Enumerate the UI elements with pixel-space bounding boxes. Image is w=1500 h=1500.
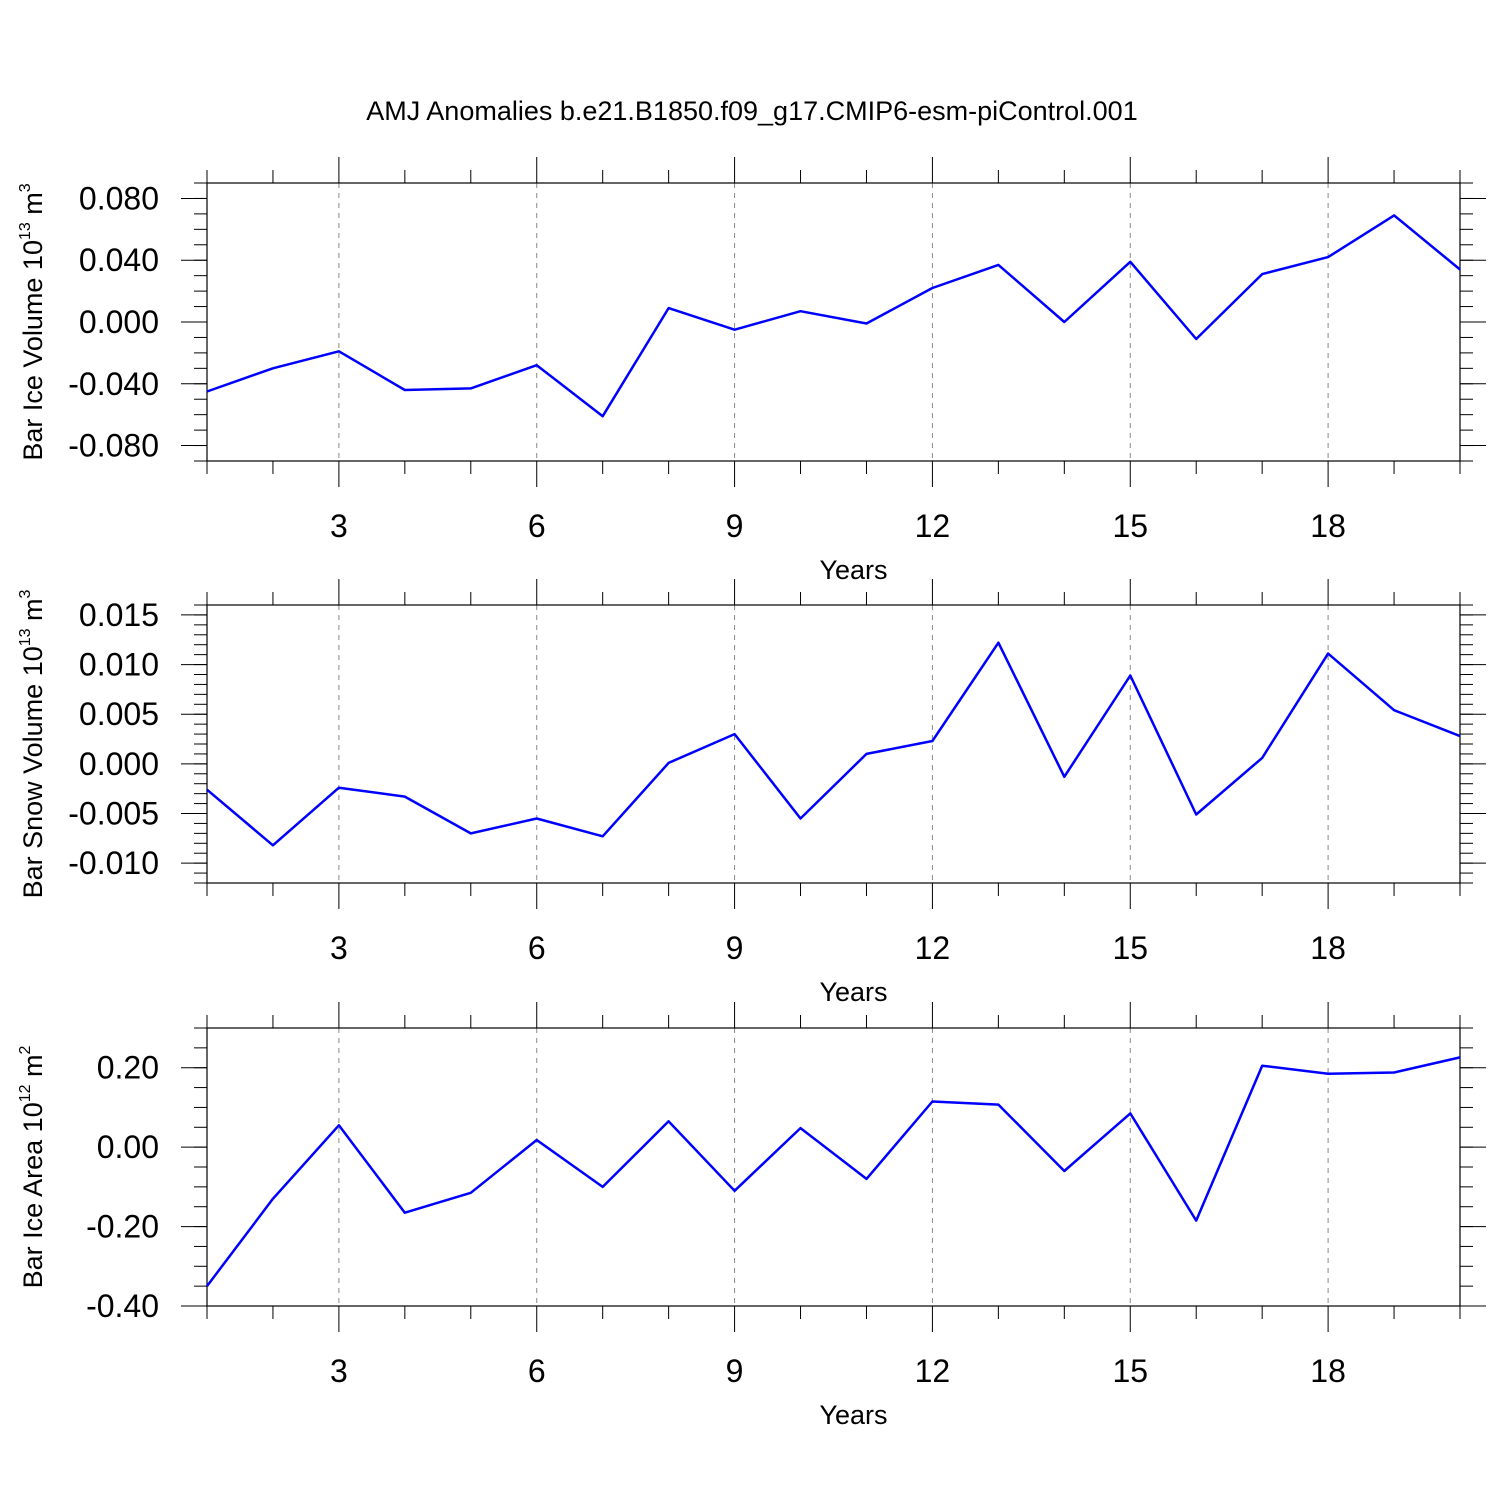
x-tick-label: 15 bbox=[1112, 508, 1148, 544]
panel-3: -0.40 -0.20 0.00 0.20 3 6 9 12 15 18 Years Bar Ice … bbox=[17, 1002, 1486, 1430]
y-tick-label: 0.040 bbox=[79, 242, 159, 278]
y-tick-label: -0.040 bbox=[68, 366, 159, 402]
y-tick-label: 0.080 bbox=[79, 180, 159, 216]
y-tick-label: 0.000 bbox=[79, 746, 159, 782]
y-axis-label: Bar Ice Area 1012 m2 bbox=[17, 1045, 48, 1288]
y-tick-label: 0.015 bbox=[79, 597, 159, 633]
x-tick-label: 3 bbox=[330, 1353, 348, 1389]
y-tick-label: -0.080 bbox=[68, 428, 159, 464]
panel-2: -0.010 -0.005 0.000 0.005 0.010 0.015 3 6 9 12 15 1… bbox=[17, 579, 1486, 1007]
series-line bbox=[206, 214, 1461, 418]
y-axis-label-text: m bbox=[18, 598, 48, 628]
y-axis-label-text: Bar Snow Volume 10 bbox=[18, 646, 48, 898]
y-axis-label-text: Bar Ice Volume 10 bbox=[18, 240, 48, 461]
x-tick-label: 3 bbox=[330, 930, 348, 966]
y-axis-label: Bar Ice Volume 1013 m3 bbox=[17, 183, 48, 460]
y-axis-label-text: m bbox=[18, 192, 48, 222]
y-tick-label: -0.40 bbox=[86, 1288, 159, 1324]
x-tick-label: 12 bbox=[915, 930, 951, 966]
y-tick-label: 0.00 bbox=[97, 1129, 159, 1165]
x-axis-label: Years bbox=[819, 555, 887, 585]
plot-frame bbox=[206, 1027, 1461, 1307]
x-tick-label: 9 bbox=[726, 508, 744, 544]
x-axis-label: Years bbox=[819, 977, 887, 1007]
x-tick-label: 3 bbox=[330, 508, 348, 544]
x-tick-label: 9 bbox=[726, 1353, 744, 1389]
y-tick-label: 0.005 bbox=[79, 696, 159, 732]
y-axis-label-text: m bbox=[18, 1054, 48, 1084]
series-line bbox=[206, 641, 1461, 847]
y-tick-label: 0.000 bbox=[79, 304, 159, 340]
panel-1: -0.080 -0.040 0.000 0.040 0.080 3 6 9 12 15 18 Year… bbox=[17, 157, 1486, 585]
x-tick-label: 6 bbox=[528, 1353, 546, 1389]
x-tick-label: 6 bbox=[528, 508, 546, 544]
x-tick-label: 9 bbox=[726, 930, 744, 966]
y-tick-label: 0.010 bbox=[79, 647, 159, 683]
x-axis-label: Years bbox=[819, 1400, 887, 1430]
y-tick-label: -0.010 bbox=[68, 845, 159, 881]
chart-panels: -0.080 -0.040 0.000 0.040 0.080 3 6 9 12 15 18 Year… bbox=[17, 157, 1486, 1430]
y-tick-label: 0.20 bbox=[97, 1050, 159, 1086]
x-tick-label: 18 bbox=[1310, 1353, 1346, 1389]
x-tick-label: 18 bbox=[1310, 508, 1346, 544]
plot-frame bbox=[206, 182, 1461, 462]
y-axis-label-superscript: 13 bbox=[17, 222, 34, 240]
y-axis-label-superscript: 13 bbox=[17, 628, 34, 646]
y-axis-label-superscript: 12 bbox=[17, 1084, 34, 1102]
x-tick-label: 15 bbox=[1112, 930, 1148, 966]
y-axis-label-superscript: 2 bbox=[17, 1045, 34, 1054]
x-tick-label: 6 bbox=[528, 930, 546, 966]
y-axis-label-text: Bar Ice Area 10 bbox=[18, 1102, 48, 1288]
x-tick-label: 12 bbox=[915, 1353, 951, 1389]
series-line bbox=[206, 1056, 1461, 1287]
y-axis-label-superscript: 3 bbox=[17, 183, 34, 192]
x-tick-label: 18 bbox=[1310, 930, 1346, 966]
y-tick-label: -0.20 bbox=[86, 1209, 159, 1245]
chart-title: AMJ Anomalies b.e21.B1850.f09_g17.CMIP6-… bbox=[366, 96, 1137, 126]
y-axis-label: Bar Snow Volume 1013 m3 bbox=[17, 589, 48, 898]
y-tick-label: -0.005 bbox=[68, 796, 159, 832]
y-axis-label-superscript: 3 bbox=[17, 589, 34, 598]
x-tick-label: 15 bbox=[1112, 1353, 1148, 1389]
x-tick-label: 12 bbox=[915, 508, 951, 544]
